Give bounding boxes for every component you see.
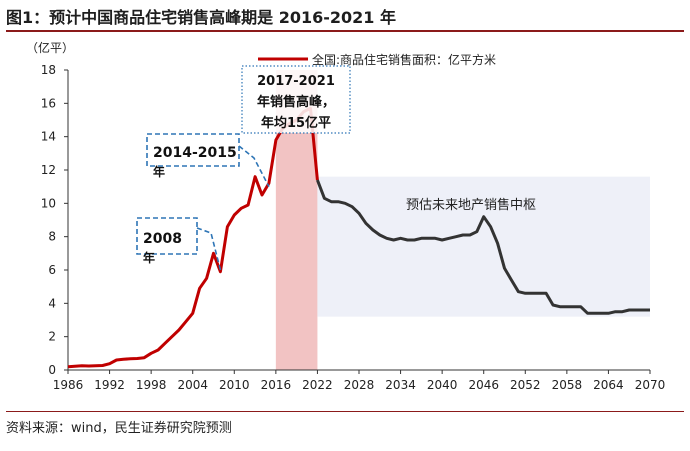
x-tick-label: 1998: [136, 378, 167, 392]
x-tick-label: 2064: [593, 378, 624, 392]
annotation-2008-box: [136, 217, 198, 255]
actual-series-line: [67, 106, 319, 369]
annotation-peak-line2: 年销售高峰，: [257, 94, 335, 110]
legend: 全国:商品住宅销售面积：亿平方米: [258, 52, 496, 67]
y-tick-label: 14: [41, 130, 56, 144]
annotation-2008-line1: 2008: [143, 231, 182, 247]
x-tick-label: 2016: [261, 378, 292, 392]
source-note: 资料来源：wind，民生证券研究院预测: [6, 421, 232, 436]
x-tick-label: 2022: [302, 378, 333, 392]
legend-label: 全国:商品住宅销售面积：亿平方米: [312, 52, 496, 67]
annotation-2008-leader: [196, 227, 222, 271]
x-tick-label: 2046: [468, 378, 499, 392]
y-tick-label: 10: [41, 196, 56, 210]
annotation-2014-line2: 年: [153, 164, 165, 179]
y-tick-label: 4: [48, 296, 56, 310]
x-tick-label: 2034: [385, 378, 416, 392]
x-tick-label: 2070: [635, 378, 666, 392]
figure-title: 图1：预计中国商品住宅销售高峰期是 2016-2021 年: [6, 8, 396, 27]
annotation-peak-box: [241, 65, 351, 134]
source-rule: [6, 411, 684, 412]
annotation-2014-leader: [238, 145, 270, 188]
annotation-2008-line2: 年: [143, 250, 155, 265]
title-rule: [6, 30, 684, 32]
forecast-series-line: [315, 179, 650, 315]
series-lines: [67, 106, 650, 369]
x-tick-label: 2052: [510, 378, 541, 392]
x-tick-label: 2004: [177, 378, 208, 392]
x-tick-label: 2058: [552, 378, 583, 392]
y-tick-label: 18: [41, 63, 56, 77]
annotation-2014-line1: 2014-2015: [153, 145, 237, 161]
x-tick-label: 2028: [344, 378, 375, 392]
y-tick-label: 12: [41, 163, 56, 177]
x-tick-label: 2040: [427, 378, 458, 392]
annotation-peak-line3: 年均15亿平: [261, 115, 331, 131]
y-tick-label: 6: [48, 263, 56, 277]
y-tick-label: 16: [41, 96, 56, 110]
annotations: 2008 年 2014-2015 年 2017-2021 年销售高峰， 年均15亿平预估未来…: [136, 65, 536, 271]
x-tick-label: 1992: [94, 378, 125, 392]
x-tick-label: 1986: [53, 378, 84, 392]
x-tick-label: 2010: [219, 378, 250, 392]
y-tick-label: 2: [48, 330, 56, 344]
forecast-band: [317, 176, 650, 317]
y-tick-label: 8: [48, 230, 56, 244]
y-axis-label: （亿平）: [26, 40, 74, 55]
annotation-forecast-label: 预估未来地产销售中枢: [406, 197, 536, 213]
axes: 0 2 4 6 8 10 12 14 16 18 （亿平） 1986 1992 1998 2004 2010 2…: [26, 40, 665, 392]
annotation-peak-line1: 2017-2021: [257, 74, 335, 89]
annotation-2014-box: [146, 133, 240, 167]
chart: 0 2 4 6 8 10 12 14 16 18 （亿平） 1986 1992 1998 2004 2010 2…: [26, 40, 665, 392]
y-tick-label: 0: [48, 363, 56, 377]
